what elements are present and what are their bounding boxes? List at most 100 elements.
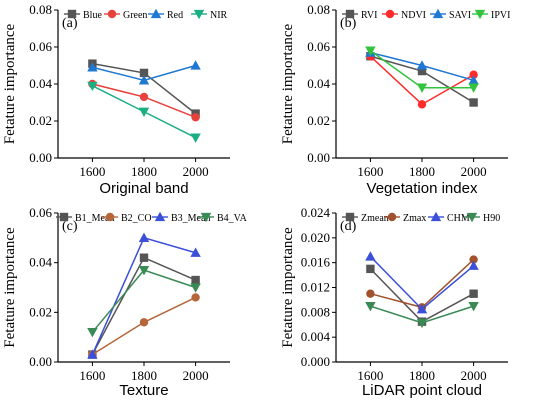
data-point-IPVI — [416, 83, 428, 93]
data-point-Blue — [139, 68, 149, 78]
panel-label: (b) — [340, 16, 357, 31]
x-axis-label: Original band — [99, 180, 188, 197]
y-tick-label: 0.02 — [29, 304, 52, 319]
data-point-B3_Mean — [138, 232, 150, 242]
legend-label: SAVI — [449, 10, 471, 21]
data-point-CHM — [468, 260, 479, 270]
x-tick-label: 2000 — [183, 368, 209, 383]
x-tick-label: 1800 — [131, 164, 157, 179]
y-tick-label: 0.000 — [301, 354, 330, 369]
data-point-Zmax — [366, 289, 375, 298]
legend-marker — [154, 211, 166, 222]
chart-panel-b: 0.00 0.02 0.04 0.06 0.08 1600 1800 2000 Fetature… — [280, 2, 510, 197]
legend-label: B1_Mean — [75, 213, 114, 224]
data-point-Red — [190, 60, 201, 70]
data-point-NIR — [138, 107, 150, 117]
data-point-IPVI — [468, 83, 479, 93]
data-point-B4_VA — [87, 328, 98, 338]
y-tick-label: 0.04 — [29, 76, 52, 91]
y-tick-label: 0.04 — [307, 76, 330, 91]
legend-marker — [466, 212, 478, 223]
data-point-B4_VA — [190, 283, 201, 293]
y-tick-label: 0.02 — [29, 113, 52, 128]
y-tick-label: 0.02 — [307, 113, 330, 128]
data-point-B2_CO — [191, 293, 200, 302]
data-point-B1_Mean — [191, 275, 200, 285]
panel-label: (d) — [340, 219, 357, 234]
legend-label: Zmean — [361, 213, 389, 224]
data-point-NIR — [87, 81, 98, 92]
data-point-SAVI — [416, 60, 428, 70]
x-tick-label: 2000 — [461, 368, 487, 383]
legend-marker — [193, 9, 205, 20]
legend-label: Blue — [83, 10, 102, 21]
y-axis-label: Fetature importance — [2, 23, 18, 144]
legend-label: Red — [167, 10, 183, 21]
data-point-B3_Mean — [87, 349, 98, 359]
series-line-Zmax — [370, 259, 475, 309]
legend-marker — [345, 212, 355, 222]
data-point-Zmean — [366, 264, 375, 274]
data-point-NDVI — [469, 70, 478, 79]
y-tick-label: 0.012 — [301, 280, 330, 295]
legend-label: B4_VA — [217, 213, 248, 224]
data-point-NIR — [190, 133, 201, 143]
chart-panel-c: 0.00 0.02 0.04 0.06 1600 1800 2000 Fetature imp… — [2, 205, 248, 399]
legend-marker — [150, 8, 162, 19]
x-tick-label: 1600 — [79, 164, 105, 179]
data-point-H90 — [468, 301, 479, 312]
legend-marker — [345, 9, 355, 19]
y-tick-label: 0.06 — [29, 205, 52, 220]
legend-marker — [107, 9, 117, 19]
x-axis-label: Vegetation index — [367, 180, 478, 197]
panel-label: (c) — [62, 219, 78, 234]
data-point-Zmean — [469, 289, 478, 298]
y-tick-label: 0.020 — [301, 230, 330, 245]
y-tick-label: 0.08 — [29, 2, 52, 17]
x-axis-label: Texture — [119, 382, 168, 399]
legend-label: Zmax — [403, 213, 426, 224]
legend-marker — [432, 8, 444, 19]
legend-marker — [67, 9, 77, 19]
legend-label: IPVI — [491, 10, 510, 21]
x-tick-label: 2000 — [461, 164, 487, 179]
legend-marker — [59, 212, 69, 222]
data-point-CHM — [365, 251, 376, 261]
y-tick-label: 0.008 — [301, 304, 330, 319]
data-point-Zmax — [469, 255, 478, 264]
panel-label: (a) — [62, 16, 78, 31]
data-point-H90 — [416, 318, 428, 329]
data-point-RVI — [417, 66, 427, 76]
data-point-B4_VA — [138, 265, 150, 276]
legend-label: NIR — [210, 10, 228, 21]
x-tick-label: 1800 — [409, 368, 435, 383]
y-tick-label: 0.024 — [301, 205, 331, 220]
chart-panel-d: 0.000 0.004 0.008 0.012 0.016 0.020 0.024 1600 1… — [280, 205, 508, 399]
x-tick-label: 1800 — [409, 164, 435, 179]
y-axis-label: Fetature importance — [2, 227, 18, 348]
legend-marker — [387, 212, 397, 222]
y-axis-label: Fetature importance — [280, 23, 296, 144]
legend-label: NDVI — [401, 10, 426, 21]
legend-marker — [105, 212, 115, 222]
legend-label: Green — [123, 10, 147, 21]
y-tick-label: 0.004 — [301, 329, 331, 344]
y-axis-label: Fetature importance — [280, 227, 296, 348]
x-tick-label: 1800 — [131, 368, 157, 383]
y-tick-label: 0.06 — [29, 39, 52, 54]
y-tick-label: 0.08 — [307, 2, 330, 17]
legend-marker — [474, 9, 486, 20]
data-point-Green — [139, 92, 149, 102]
data-point-IPVI — [365, 46, 376, 56]
x-tick-label: 2000 — [183, 164, 209, 179]
data-point-Red — [87, 62, 98, 72]
data-point-B1_Mean — [139, 253, 149, 262]
data-point-RVI — [469, 98, 478, 107]
data-point-Green — [191, 113, 200, 122]
y-tick-label: 0.00 — [29, 354, 52, 369]
x-axis-label: LiDAR point cloud — [362, 382, 482, 399]
y-tick-label: 0.04 — [29, 255, 52, 270]
legend-marker — [200, 212, 212, 223]
